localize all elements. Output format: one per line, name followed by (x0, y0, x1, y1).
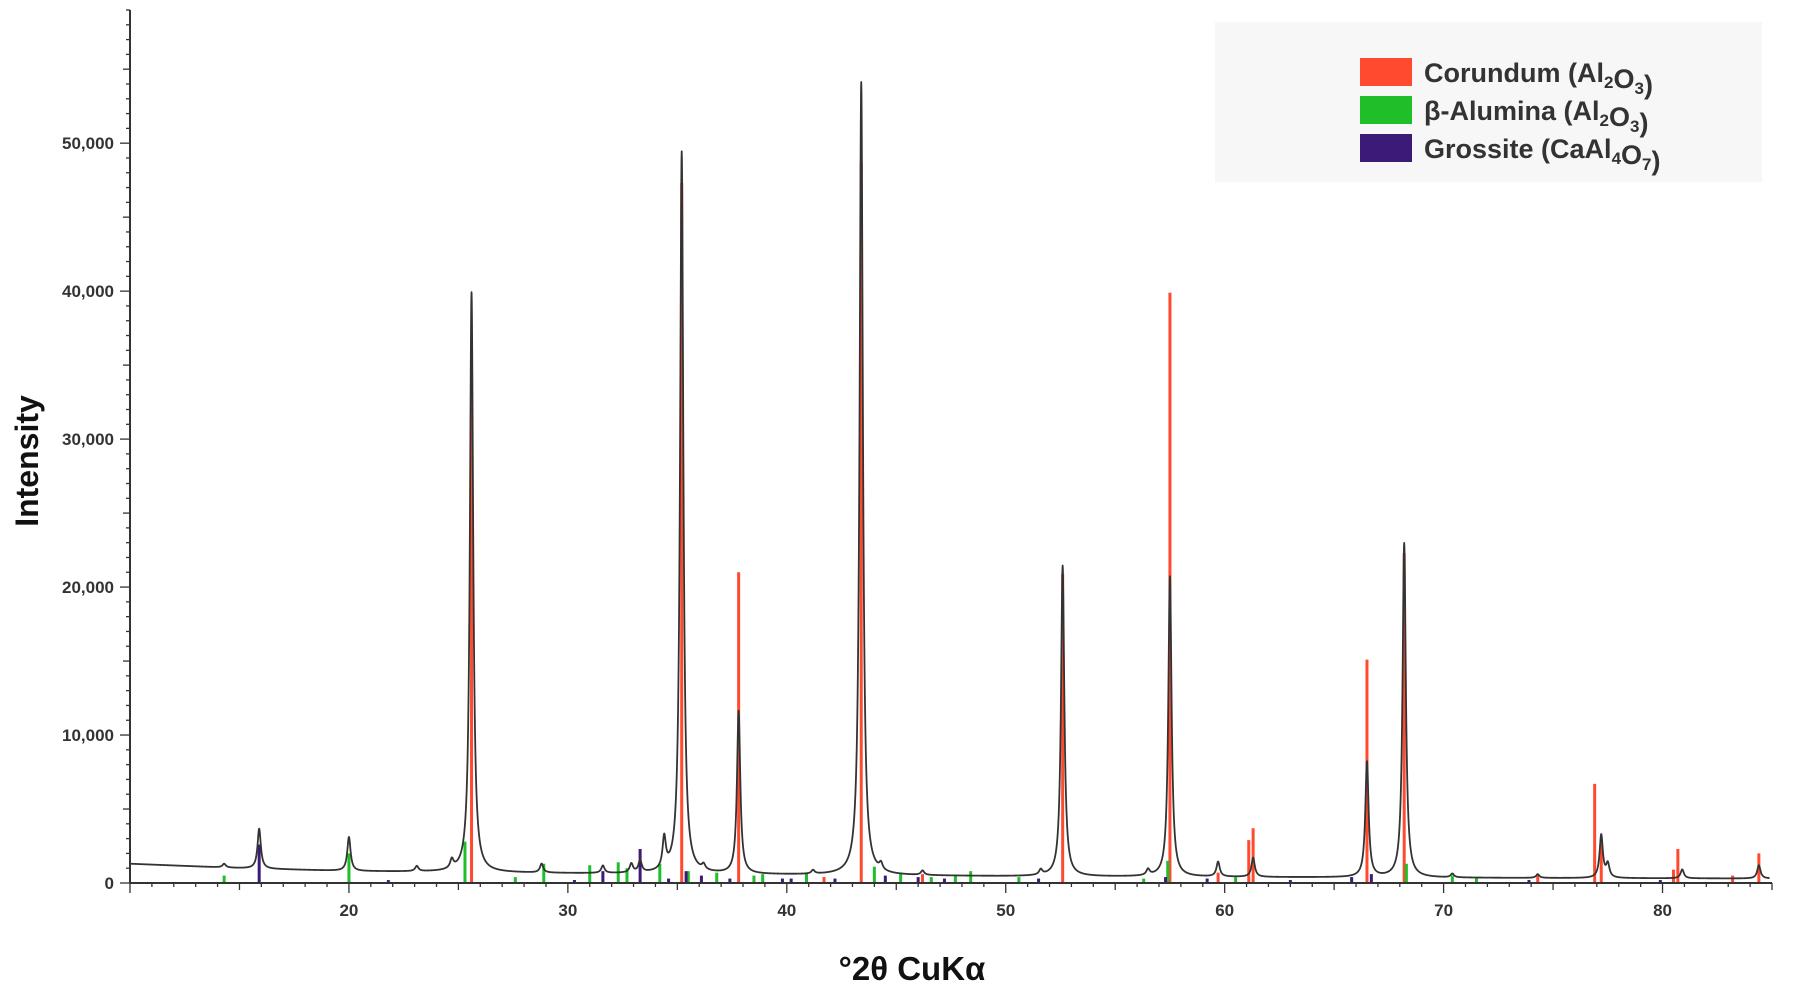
x-tick-label: 50 (996, 901, 1015, 920)
legend-swatch-0 (1360, 58, 1412, 86)
legend-swatch-1 (1360, 96, 1412, 124)
x-tick-label: 40 (777, 901, 796, 920)
legend: Corundum (Al2O3)β-Alumina (Al2O3)Grossit… (1215, 22, 1762, 182)
y-tick-label: 50,000 (62, 134, 114, 153)
y-tick-label: 40,000 (62, 282, 114, 301)
x-tick-label: 70 (1434, 901, 1453, 920)
y-axis-title: Intensity (9, 395, 45, 527)
legend-background (1215, 22, 1762, 182)
y-tick-label: 20,000 (62, 578, 114, 597)
y-tick-label: 10,000 (62, 726, 114, 745)
measured-pattern (129, 81, 1771, 880)
legend-label-2: Grossite (CaAl4O7) (1424, 134, 1661, 176)
x-tick-label: 20 (339, 901, 358, 920)
x-tick-label: 80 (1653, 901, 1672, 920)
legend-label-1: β-Alumina (Al2O3) (1424, 96, 1648, 138)
x-tick-label: 60 (1215, 901, 1234, 920)
y-tick-label: 30,000 (62, 430, 114, 449)
y-tick-label: 0 (105, 874, 114, 893)
pattern-line (129, 81, 1771, 880)
x-tick-label: 30 (558, 901, 577, 920)
axes: 20 30 40 50 60 70 80 0 10,000 20,000 30,000 40,000 5… (62, 9, 1773, 920)
stick-series-2 (257, 844, 1662, 883)
legend-label-0: Corundum (Al2O3) (1424, 58, 1653, 100)
x-axis-title: °2θ CuKα (839, 950, 986, 987)
legend-swatch-2 (1360, 134, 1412, 162)
